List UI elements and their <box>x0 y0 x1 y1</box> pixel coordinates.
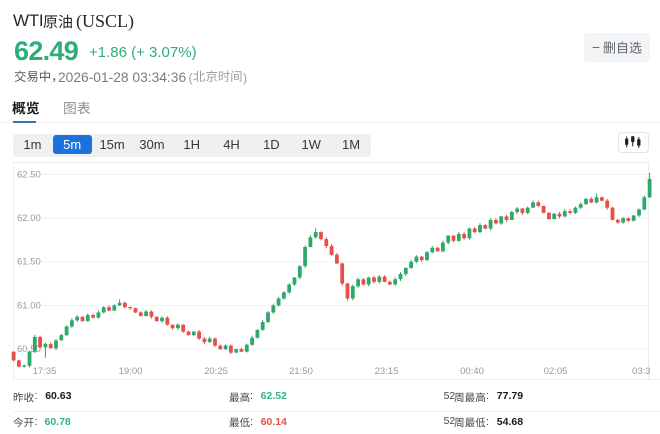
svg-text:19:00: 19:00 <box>119 366 143 377</box>
svg-text:23:15: 23:15 <box>375 366 399 377</box>
svg-text:20:25: 20:25 <box>204 366 228 377</box>
svg-text:62.00: 62.00 <box>17 213 41 224</box>
svg-text:61.00: 61.00 <box>17 300 41 311</box>
svg-text:21:50: 21:50 <box>289 366 313 377</box>
svg-text:17:35: 17:35 <box>33 366 57 377</box>
svg-text:03:3: 03:3 <box>632 366 651 377</box>
svg-text:02:05: 02:05 <box>544 366 568 377</box>
svg-text:61.50: 61.50 <box>17 257 41 268</box>
svg-text:00:40: 00:40 <box>460 366 484 377</box>
svg-text:62.50: 62.50 <box>17 169 41 180</box>
svg-text:60.50: 60.50 <box>17 344 41 355</box>
